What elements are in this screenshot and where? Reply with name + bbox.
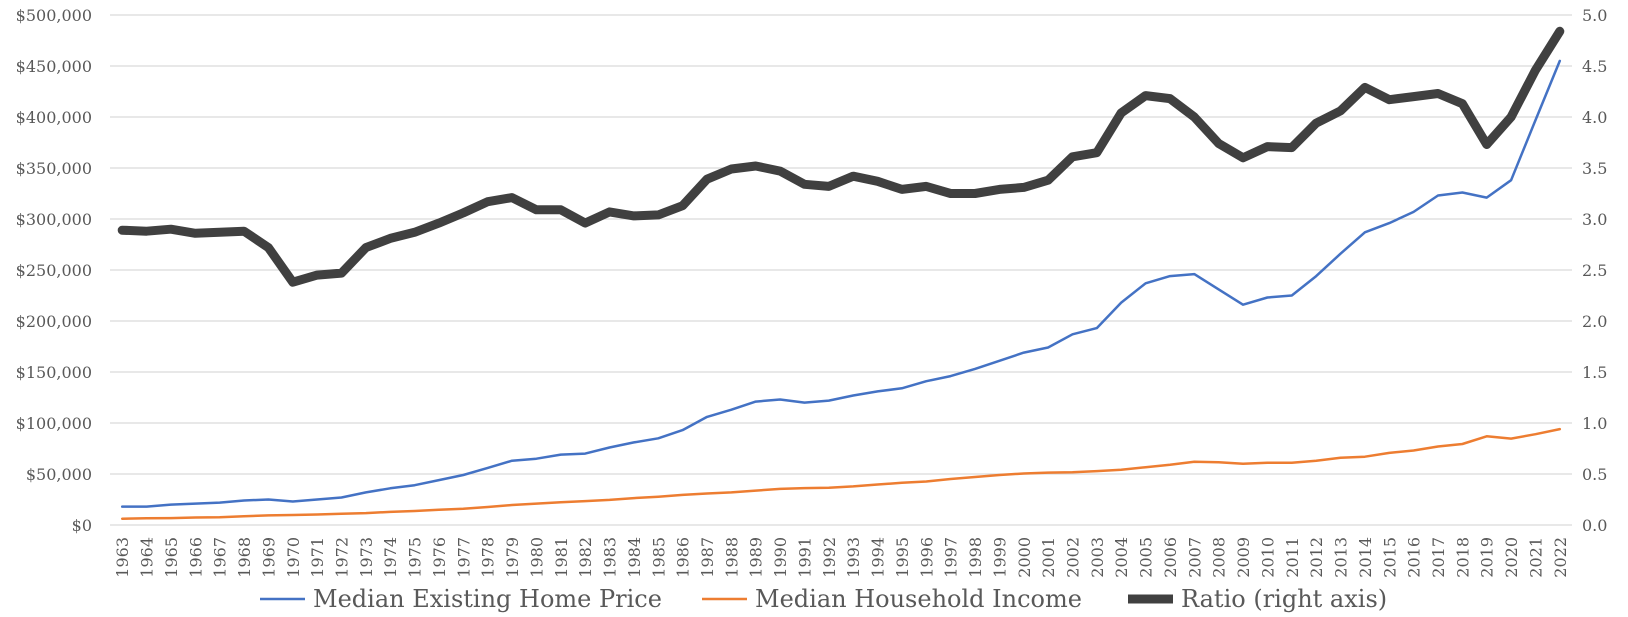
x-tick-label: 2018 — [1453, 537, 1472, 578]
y-right-tick-label: 4.0 — [1582, 108, 1607, 127]
y-right-tick-label: 5.0 — [1582, 6, 1607, 25]
x-tick-label: 1987 — [698, 537, 717, 578]
legend-label-household-income: Median Household Income — [755, 585, 1082, 613]
y-left-tick-label: $350,000 — [16, 159, 92, 178]
x-tick-label: 2016 — [1405, 537, 1424, 578]
y-left-tick-label: $500,000 — [16, 6, 92, 25]
x-tick-label: 2002 — [1063, 537, 1082, 578]
legend-item-home-price: Median Existing Home Price — [260, 585, 662, 613]
x-tick-label: 2014 — [1356, 537, 1375, 578]
x-tick-label: 1994 — [869, 537, 888, 578]
y-left-tick-label: $250,000 — [16, 261, 92, 280]
x-tick-label: 1982 — [576, 537, 595, 578]
x-tick-label: 1979 — [503, 537, 522, 578]
x-tick-label: 1975 — [406, 537, 425, 578]
x-tick-label: 1995 — [893, 537, 912, 578]
x-tick-label: 2008 — [1210, 537, 1229, 578]
x-tick-label: 1985 — [649, 537, 668, 578]
x-tick-label: 1983 — [601, 537, 620, 578]
x-tick-label: 1966 — [186, 537, 205, 578]
x-tick-label: 1999 — [990, 537, 1009, 578]
x-tick-label: 2009 — [1234, 537, 1253, 578]
x-tick-label: 1969 — [259, 537, 278, 578]
x-tick-label: 1963 — [113, 537, 132, 578]
x-tick-label: 1991 — [795, 537, 814, 578]
x-tick-label: 2019 — [1478, 537, 1497, 578]
x-tick-label: 1973 — [357, 537, 376, 578]
legend-item-household-income: Median Household Income — [702, 585, 1082, 613]
x-tick-label: 1971 — [308, 537, 327, 578]
x-axis-tick-labels: 1963 1964 1965 1966 1967 1968 1969 1970 1971 1972… — [113, 537, 1570, 578]
left-axis-tick-labels: $0 $50,000 $100,000 $150,000 $200,000 $250,00… — [16, 6, 92, 535]
x-tick-label: 2012 — [1307, 537, 1326, 578]
y-right-tick-label: 0.0 — [1582, 516, 1607, 535]
x-tick-label: 1968 — [235, 537, 254, 578]
x-tick-label: 2011 — [1283, 537, 1302, 578]
series-lines — [117, 26, 1565, 520]
x-tick-label: 1998 — [966, 537, 985, 578]
y-right-tick-label: 0.5 — [1582, 465, 1607, 484]
y-left-tick-label: $150,000 — [16, 363, 92, 382]
x-tick-label: 1965 — [162, 537, 181, 578]
x-tick-label: 1967 — [211, 537, 230, 578]
x-tick-label: 1981 — [552, 537, 571, 578]
y-left-tick-label: $400,000 — [16, 108, 92, 127]
x-tick-label: 1997 — [942, 537, 961, 578]
y-left-tick-label: $300,000 — [16, 210, 92, 229]
y-right-tick-label: 1.0 — [1582, 414, 1607, 433]
x-tick-label: 1978 — [479, 537, 498, 578]
x-tick-label: 1972 — [332, 537, 351, 578]
legend-label-home-price: Median Existing Home Price — [313, 585, 662, 613]
y-left-tick-label: $200,000 — [16, 312, 92, 331]
series-line-household-income — [120, 427, 1562, 520]
x-tick-label: 2005 — [1137, 537, 1156, 578]
x-tick-label: 1993 — [844, 537, 863, 578]
y-right-tick-label: 3.0 — [1582, 210, 1607, 229]
x-tick-label: 1970 — [284, 537, 303, 578]
x-tick-label: 2006 — [1161, 537, 1180, 578]
x-tick-label: 1984 — [625, 537, 644, 578]
x-tick-label: 1976 — [430, 537, 449, 578]
x-tick-label: 2015 — [1380, 537, 1399, 578]
x-tick-label: 1996 — [917, 537, 936, 578]
x-tick-label: 2013 — [1332, 537, 1351, 578]
y-right-tick-label: 3.5 — [1582, 159, 1607, 178]
series-line-ratio — [117, 26, 1565, 287]
y-left-tick-label: $0 — [72, 516, 92, 535]
right-axis-tick-labels: 0.0 0.5 1.0 1.5 2.0 2.5 3.0 3.5 4.0 4.5 5.0 — [1582, 6, 1607, 535]
x-tick-label: 1977 — [454, 537, 473, 578]
x-tick-label: 2010 — [1258, 537, 1277, 578]
x-tick-label: 2000 — [1015, 537, 1034, 578]
legend-item-ratio: Ratio (right axis) — [1128, 585, 1387, 613]
x-tick-label: 2001 — [1039, 537, 1058, 578]
legend: Median Existing Home Price Median Househ… — [260, 585, 1387, 613]
x-tick-label: 2007 — [1185, 537, 1204, 578]
series-line-home-price — [120, 59, 1562, 508]
x-tick-label: 2022 — [1551, 537, 1570, 578]
x-tick-label: 2021 — [1526, 537, 1545, 578]
y-right-tick-label: 4.5 — [1582, 57, 1607, 76]
x-tick-label: 2017 — [1429, 537, 1448, 578]
x-tick-label: 2004 — [1112, 537, 1131, 578]
x-tick-label: 2020 — [1502, 537, 1521, 578]
x-tick-label: 1989 — [747, 537, 766, 578]
y-left-tick-label: $50,000 — [26, 465, 92, 484]
y-right-tick-label: 2.5 — [1582, 261, 1607, 280]
x-tick-label: 2003 — [1088, 537, 1107, 578]
y-left-tick-label: $100,000 — [16, 414, 92, 433]
y-right-tick-label: 1.5 — [1582, 363, 1607, 382]
x-tick-label: 1988 — [722, 537, 741, 578]
x-tick-label: 1992 — [820, 537, 839, 578]
legend-label-ratio: Ratio (right axis) — [1181, 585, 1387, 613]
y-left-tick-label: $450,000 — [16, 57, 92, 76]
gridlines — [110, 14, 1572, 526]
x-tick-label: 1990 — [771, 537, 790, 578]
y-right-tick-label: 2.0 — [1582, 312, 1607, 331]
x-tick-label: 1980 — [527, 537, 546, 578]
x-tick-label: 1964 — [138, 537, 157, 578]
x-tick-label: 1986 — [674, 537, 693, 578]
x-tick-label: 1974 — [381, 537, 400, 578]
